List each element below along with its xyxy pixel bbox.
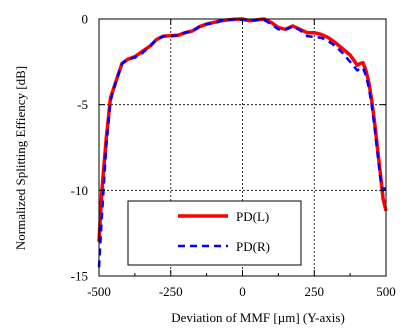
y-tick-label: 0 <box>82 12 89 27</box>
legend-label-pd-r: PD(R) <box>236 239 270 254</box>
x-tick-label: 250 <box>305 284 325 299</box>
x-tick-label: 0 <box>239 284 246 299</box>
y-axis-label: Normalized Splitting Effiency [dB] <box>13 66 28 250</box>
x-tick-labels: -500 -250 0 250 500 <box>87 284 396 299</box>
series-line-pdr <box>97 18 387 268</box>
legend: PD(L) PD(R) <box>127 200 302 266</box>
x-tick-label: 500 <box>376 284 396 299</box>
legend-box <box>127 200 302 266</box>
series-group <box>97 17 388 268</box>
x-tick-label: -250 <box>159 284 183 299</box>
y-tick-label: -5 <box>77 97 88 112</box>
y-tick-labels: 0 -5 -10 -15 <box>71 12 88 284</box>
x-tick-label: -500 <box>87 284 111 299</box>
y-tick-label: -15 <box>71 269 88 284</box>
x-axis-label: Deviation of MMF [µm] (Y-axis) <box>171 310 345 325</box>
y-tick-label: -10 <box>71 183 88 198</box>
axis-ticks <box>98 18 387 277</box>
legend-label-pd-l: PD(L) <box>236 209 269 224</box>
grid-lines <box>99 19 386 276</box>
